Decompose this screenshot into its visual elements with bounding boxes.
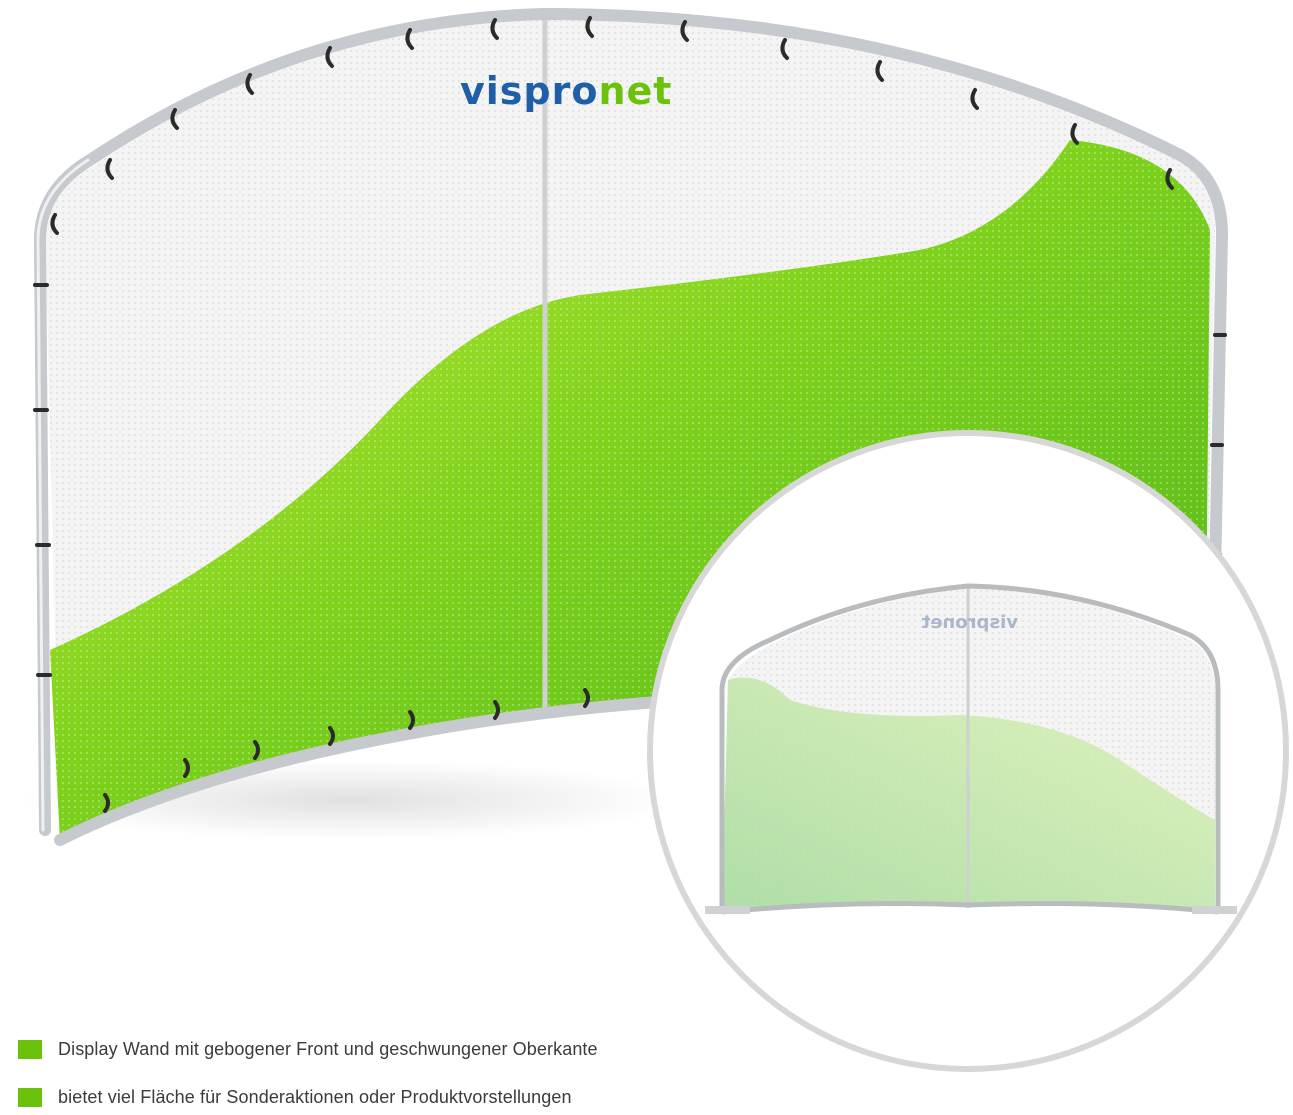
feature-text: bietet viel Fläche für Sonderaktionen od…	[58, 1087, 572, 1108]
green-square-bullet-icon	[18, 1040, 42, 1059]
logo-net: net	[598, 69, 672, 113]
logo-pro: pro	[523, 69, 598, 113]
svg-text:vispronet: vispronet	[921, 612, 1018, 633]
logo-vis: vis	[460, 69, 523, 113]
feature-item: Display Wand mit gebogener Front und ges…	[18, 1039, 598, 1060]
brand-logo: vispronet	[460, 69, 672, 113]
feature-text: Display Wand mit gebogener Front und ges…	[58, 1039, 598, 1060]
feature-item: bietet viel Fläche für Sonderaktionen od…	[18, 1087, 572, 1108]
green-square-bullet-icon	[18, 1088, 42, 1107]
